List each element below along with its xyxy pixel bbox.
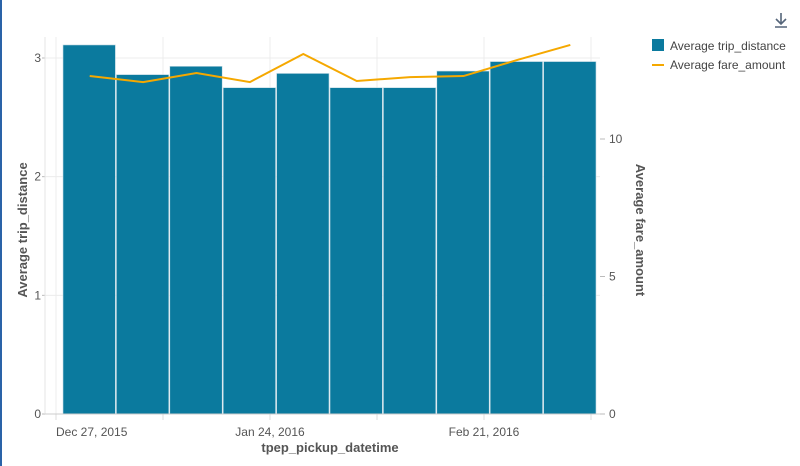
y-left-axis-title: Average trip_distance <box>15 162 30 297</box>
bar-series <box>62 44 597 415</box>
bar <box>169 66 223 415</box>
y-left-tick-label: 1 <box>34 288 41 302</box>
window-left-border <box>0 0 2 466</box>
y-right-tick-label: 10 <box>609 132 623 146</box>
x-tick-label: Dec 27, 2015 <box>56 425 128 439</box>
bar <box>383 87 437 415</box>
bar <box>222 87 276 415</box>
x-tick-label: Jan 24, 2016 <box>235 425 305 439</box>
download-icon[interactable] <box>772 10 790 30</box>
y-left-tick-label: 2 <box>34 170 41 184</box>
y-right-tick-label: 5 <box>609 270 616 284</box>
bar <box>489 61 543 415</box>
legend-label: Average fare_amount <box>670 58 786 72</box>
x-axis-title: tpep_pickup_datetime <box>261 440 398 455</box>
bar <box>543 61 597 415</box>
legend-swatch-trip-distance <box>652 39 664 51</box>
y-left-tick-label: 3 <box>34 51 41 65</box>
legend-label: Average trip_distance <box>670 39 786 53</box>
bar <box>276 73 330 415</box>
fare-amount-line <box>89 43 571 84</box>
bar <box>116 74 170 415</box>
y-left-tick-label: 0 <box>34 407 41 421</box>
bar <box>436 70 490 415</box>
x-tick-label: Feb 21, 2016 <box>449 425 520 439</box>
y-right-axis-title: Average fare_amount <box>633 164 648 297</box>
y-right-tick-label: 0 <box>609 407 616 421</box>
bar <box>329 87 383 415</box>
bar <box>62 44 116 415</box>
axes: 0 1 2 3 0 5 10 <box>34 37 623 421</box>
legend: Average trip_distance Average fare_amoun… <box>652 39 786 72</box>
line-series <box>89 43 571 84</box>
